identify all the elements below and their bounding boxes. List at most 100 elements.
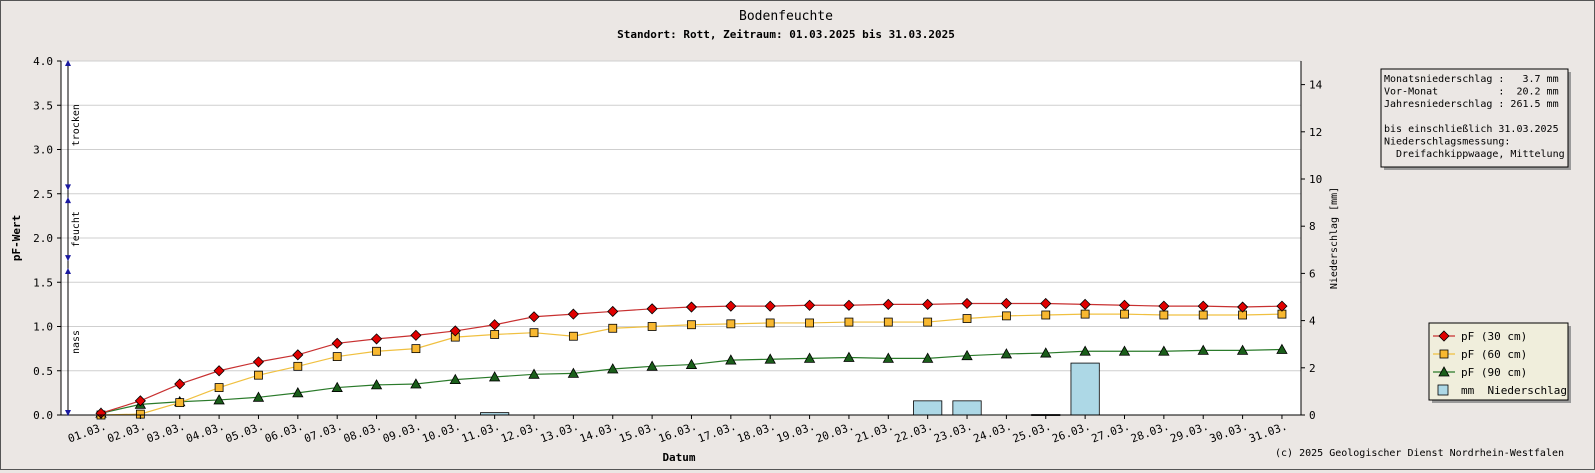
data-point (528, 368, 540, 379)
precipitation-info-box: Monatsniederschlag : 3.7 mm Vor-Monat : 2… (1380, 68, 1571, 170)
data-point (1040, 297, 1052, 310)
legend: pF (30 cm) pF (60 cm) pF (90 cm) mm Nieders… (1428, 322, 1571, 403)
x-tick-label: 27.03. (1090, 420, 1132, 446)
x-tick-label: 20.03. (814, 420, 856, 446)
data-point (646, 360, 658, 371)
x-tick-label: 22.03. (893, 420, 935, 446)
data-point (372, 346, 381, 356)
x-tick-label: 12.03. (499, 420, 541, 446)
grid-lines (61, 60, 1301, 372)
data-point (685, 358, 698, 369)
info-line: Monatsniederschlag : 3.7 mm (1384, 74, 1559, 85)
data-point (1079, 298, 1091, 310)
data-point (843, 351, 855, 362)
legend-label: mm Niederschlag (1461, 384, 1567, 397)
data-point (1237, 301, 1249, 313)
data-point (1158, 300, 1170, 312)
y-tick-label: 3.5 (33, 99, 53, 112)
x-tick-label: 02.03. (106, 420, 148, 446)
x-axis-label: Datum (662, 451, 695, 464)
data-point (921, 352, 934, 363)
precipitation-bar (1070, 362, 1100, 416)
data-point (685, 301, 698, 313)
x-tick-label: 01.03. (66, 420, 108, 446)
data-point (725, 354, 737, 365)
data-point (843, 299, 855, 311)
data-point (844, 317, 854, 327)
y-tick-label: 1.5 (33, 276, 53, 289)
x-tick-label: 16.03. (657, 420, 699, 446)
data-point (411, 344, 421, 354)
zone-label: feucht (71, 211, 82, 247)
data-point (804, 299, 816, 311)
y2-tick-label: 4 (1309, 315, 1316, 328)
y2-tick-label: 14 (1309, 79, 1323, 92)
x-tick-label: 17.03. (696, 420, 738, 446)
x-tick-label: 10.03. (421, 420, 463, 446)
zone-arrow-down (65, 410, 71, 416)
data-point (608, 323, 618, 333)
x-tick-label: 24.03. (972, 420, 1014, 446)
data-point (1158, 345, 1170, 356)
data-point (1198, 310, 1208, 320)
chart-subtitle: Standort: Rott, Zeitraum: 01.03.2025 bis… (617, 28, 955, 41)
copyright: (c) 2025 Geologischer Dienst Nordrhein-W… (1275, 448, 1564, 459)
data-point (1276, 300, 1288, 312)
info-line: Vor-Monat : 20.2 mm (1384, 87, 1559, 98)
y2-tick-label: 0 (1309, 409, 1316, 422)
data-point (489, 319, 501, 331)
data-point (1000, 297, 1012, 310)
info-line: Jahresniederschlag : 261.5 mm (1384, 99, 1559, 110)
y2-tick-label: 2 (1309, 362, 1316, 375)
x-tick-label: 08.03. (342, 420, 384, 446)
zone-arrow-down (65, 255, 71, 262)
data-point (214, 383, 224, 392)
data-point (961, 349, 973, 361)
pf-series (95, 297, 1288, 420)
data-point (175, 398, 185, 408)
data-point (410, 329, 422, 341)
data-point (213, 365, 225, 377)
data-point (647, 322, 657, 331)
data-point (1159, 310, 1169, 320)
legend-label: pF (90 cm) (1461, 366, 1527, 379)
data-point (449, 373, 461, 385)
data-point (567, 308, 579, 320)
data-point (1080, 309, 1090, 319)
data-point (765, 318, 775, 328)
legend-label: pF (60 cm) (1461, 348, 1527, 361)
x-tick-label: 23.03. (932, 420, 974, 446)
data-point (882, 298, 894, 310)
y-tick-label: 2.5 (33, 188, 53, 201)
x-tick-label: 03.03. (145, 420, 187, 446)
data-point (1040, 347, 1052, 358)
data-point (805, 318, 814, 328)
chart-title: Bodenfeuchte (739, 9, 833, 24)
data-point (607, 363, 619, 374)
info-line: bis einschließlich 31.03.2025 (1384, 124, 1559, 135)
x-tick-label: 13.03. (539, 420, 581, 446)
data-point (568, 331, 578, 341)
data-point (1438, 366, 1450, 377)
data-point (882, 352, 894, 363)
data-point (254, 370, 263, 380)
data-point (1197, 344, 1209, 355)
y2-tick-label: 12 (1309, 126, 1322, 139)
x-tick-label: 15.03. (617, 420, 659, 446)
x-tick-label: 30.03. (1208, 420, 1250, 446)
data-point (607, 305, 619, 318)
legend-bar-swatch (1437, 384, 1449, 396)
zone-arrow-up (65, 60, 71, 66)
data-point (529, 328, 539, 338)
data-point (252, 391, 265, 402)
x-tick-label: 18.03. (735, 420, 777, 446)
x-tick-label: 31.03. (1247, 420, 1289, 446)
x-tick-label: 11.03. (460, 420, 502, 446)
x-tick-label: 28.03. (1129, 420, 1171, 446)
y-tick-label: 3.0 (33, 144, 53, 157)
data-point (687, 320, 696, 330)
data-point (725, 300, 737, 312)
x-tick-label: 09.03. (381, 420, 423, 446)
data-point (1439, 349, 1449, 359)
